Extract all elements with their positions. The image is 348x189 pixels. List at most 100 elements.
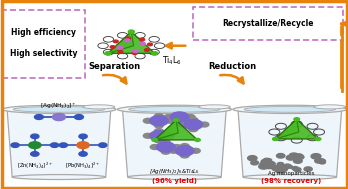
Polygon shape (108, 32, 134, 53)
Circle shape (189, 117, 198, 122)
Text: Ag nanoparticles: Ag nanoparticles (268, 170, 315, 176)
Circle shape (150, 116, 168, 126)
Text: Recrystallize/Recycle: Recrystallize/Recycle (222, 19, 314, 28)
Circle shape (311, 154, 321, 159)
Circle shape (319, 160, 325, 164)
Circle shape (165, 118, 174, 123)
Text: [Pb(NH$_3$)$_4$]$^{2+}$: [Pb(NH$_3$)$_4$]$^{2+}$ (65, 161, 101, 171)
Ellipse shape (233, 105, 347, 113)
Circle shape (260, 162, 267, 166)
Circle shape (79, 134, 87, 139)
Circle shape (117, 46, 123, 49)
Circle shape (161, 149, 170, 154)
Circle shape (296, 154, 302, 157)
Circle shape (11, 143, 19, 147)
Ellipse shape (13, 106, 104, 112)
Circle shape (152, 52, 158, 55)
Polygon shape (155, 120, 178, 140)
Circle shape (53, 113, 65, 121)
Circle shape (263, 158, 270, 162)
Circle shape (315, 137, 321, 140)
Circle shape (173, 119, 179, 122)
Circle shape (200, 122, 209, 127)
Text: Reduction: Reduction (208, 62, 256, 71)
Circle shape (144, 49, 149, 51)
Text: High efficiency: High efficiency (11, 28, 76, 37)
Circle shape (125, 39, 130, 42)
Circle shape (315, 159, 321, 162)
Circle shape (157, 142, 175, 152)
FancyArrowPatch shape (166, 43, 185, 49)
Polygon shape (7, 109, 111, 177)
Circle shape (175, 119, 184, 124)
Circle shape (180, 153, 189, 158)
Circle shape (175, 146, 194, 156)
Circle shape (150, 145, 159, 149)
FancyArrowPatch shape (103, 75, 126, 83)
Circle shape (155, 123, 163, 128)
Circle shape (178, 122, 187, 127)
Circle shape (189, 127, 198, 132)
Text: [Ag(NH$_3$)$_2$]$^+$: [Ag(NH$_3$)$_2$]$^+$ (40, 101, 78, 111)
Circle shape (113, 40, 118, 43)
Circle shape (272, 166, 281, 171)
Circle shape (150, 131, 168, 141)
Circle shape (132, 52, 137, 54)
Circle shape (315, 159, 323, 163)
Circle shape (148, 43, 152, 46)
Circle shape (31, 134, 39, 139)
Text: [Ag(NH$_3$)$_2$]$_6$&Ti$_4$L$_6$: [Ag(NH$_3$)$_2$]$_6$&Ti$_4$L$_6$ (149, 167, 200, 176)
Ellipse shape (83, 105, 115, 109)
Ellipse shape (117, 105, 231, 113)
Circle shape (74, 115, 84, 119)
Circle shape (277, 153, 285, 158)
Circle shape (143, 118, 152, 123)
Circle shape (251, 161, 259, 165)
Circle shape (272, 137, 278, 140)
Ellipse shape (2, 105, 116, 113)
Circle shape (31, 152, 39, 156)
Ellipse shape (243, 175, 337, 180)
Polygon shape (108, 32, 155, 53)
Circle shape (261, 160, 267, 163)
Circle shape (277, 163, 284, 166)
Circle shape (191, 148, 200, 153)
Circle shape (140, 42, 145, 45)
Text: (96% yield): (96% yield) (152, 178, 197, 184)
Circle shape (304, 167, 312, 171)
Circle shape (175, 110, 184, 115)
Circle shape (105, 52, 111, 55)
Text: Separation: Separation (89, 62, 141, 71)
Polygon shape (122, 109, 226, 177)
Circle shape (126, 37, 130, 40)
Polygon shape (275, 119, 318, 139)
FancyBboxPatch shape (2, 10, 85, 78)
Circle shape (284, 164, 291, 168)
Circle shape (287, 155, 294, 159)
Circle shape (292, 167, 298, 170)
Circle shape (277, 166, 287, 172)
Circle shape (180, 144, 189, 149)
Circle shape (287, 165, 292, 168)
Circle shape (170, 112, 189, 122)
Circle shape (152, 138, 158, 141)
Circle shape (293, 159, 302, 163)
Text: [Zn(NH$_3$)$_4$]$^{2+}$: [Zn(NH$_3$)$_4$]$^{2+}$ (17, 161, 53, 171)
FancyArrowPatch shape (220, 75, 244, 83)
Circle shape (259, 164, 269, 169)
Circle shape (143, 133, 152, 138)
Circle shape (161, 140, 170, 145)
Circle shape (155, 129, 163, 133)
Circle shape (169, 148, 178, 153)
Circle shape (29, 142, 41, 149)
Circle shape (289, 153, 299, 158)
Circle shape (267, 162, 275, 166)
Circle shape (248, 156, 257, 161)
Circle shape (155, 114, 163, 119)
Circle shape (128, 30, 134, 33)
Circle shape (286, 155, 295, 160)
Circle shape (118, 50, 123, 53)
Circle shape (164, 115, 173, 119)
Circle shape (186, 115, 195, 119)
Circle shape (265, 159, 272, 162)
